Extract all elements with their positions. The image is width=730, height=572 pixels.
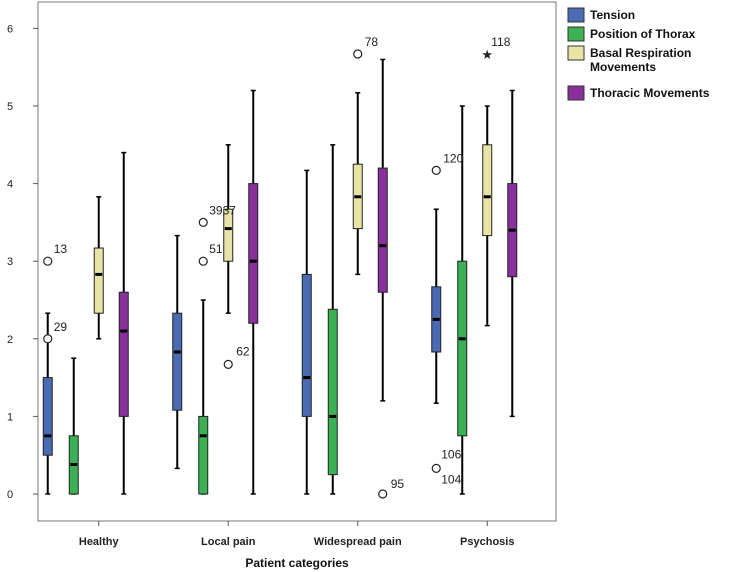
outlier-label: 51 — [209, 242, 223, 256]
outlier-marker — [353, 49, 363, 59]
outlier-marker — [43, 334, 53, 344]
legend-swatch — [567, 7, 585, 23]
box-plot — [93, 196, 104, 340]
box-plot — [301, 169, 312, 495]
box-plot — [172, 234, 183, 470]
category-label: Healthy — [79, 536, 120, 548]
outlier: 104 — [441, 472, 461, 486]
outlier-marker — [43, 256, 53, 266]
outlier: ★118 — [481, 35, 510, 62]
box-plot — [327, 144, 338, 495]
y-tick-label: 3 — [7, 256, 13, 268]
outlier: 62 — [223, 344, 250, 370]
legend: Tension Position of Thorax Basal Respirati… — [567, 7, 710, 101]
box-iqr — [482, 144, 493, 237]
box-iqr — [377, 167, 388, 293]
legend-label: Tension — [590, 8, 635, 22]
legend-label: Basal Respiration Movements — [590, 46, 691, 74]
legend-swatch — [567, 26, 585, 42]
category-label: Psychosis — [460, 536, 514, 548]
legend-item: Position of Thorax — [567, 26, 696, 42]
box-iqr — [223, 208, 234, 262]
legend-swatch — [567, 45, 585, 61]
outlier-marker — [378, 489, 388, 499]
outlier-marker — [431, 165, 441, 176]
y-tick-label: 0 — [7, 489, 13, 501]
plot-area — [37, 1, 557, 522]
box-plot — [377, 58, 388, 402]
box-plot — [482, 105, 493, 327]
y-tick-label: 2 — [7, 334, 13, 346]
y-tick-label: 1 — [7, 411, 13, 423]
outlier-marker — [223, 359, 233, 370]
outlier: 106 — [431, 447, 462, 473]
legend-swatch — [567, 85, 585, 101]
box-iqr — [327, 308, 338, 476]
box-iqr — [118, 291, 129, 417]
box-plot — [507, 89, 518, 418]
category-label: Local pain — [201, 536, 256, 548]
outlier: 51 — [198, 242, 223, 266]
outlier: 3937 — [198, 203, 236, 227]
outlier-label: 118 — [491, 35, 510, 49]
outlier-label: 120 — [443, 151, 463, 165]
legend-label: Thoracic Movements — [590, 86, 710, 100]
outlier-label: 13 — [54, 242, 68, 256]
box-plot — [431, 208, 442, 404]
outlier-label: 104 — [441, 472, 461, 486]
legend-item: Thoracic Movements — [567, 85, 710, 101]
outlier-points: 13 29 3937 51 62 78 95 ★118 120 106 104 — [43, 35, 511, 499]
outlier: 29 — [43, 320, 68, 344]
box-iqr — [93, 247, 104, 314]
x-axis: Healthy Local pain Widespread pain Psychosi… — [79, 521, 514, 548]
box-iqr — [457, 260, 468, 437]
extreme-marker: ★ — [481, 47, 493, 62]
box-series — [42, 58, 518, 495]
outlier-label: 62 — [236, 344, 250, 358]
box-iqr — [42, 377, 53, 456]
box-plot — [42, 312, 53, 495]
box-plot — [118, 151, 129, 495]
outlier-label: 106 — [441, 447, 461, 461]
y-tick-label: 5 — [7, 101, 13, 113]
outlier-marker — [198, 256, 208, 266]
box-iqr — [198, 415, 209, 495]
box-plot — [248, 89, 259, 495]
y-tick-label: 6 — [7, 23, 13, 35]
outlier-label: 95 — [391, 477, 405, 491]
outlier-label: 3937 — [209, 203, 236, 217]
outlier: 95 — [378, 477, 405, 499]
outlier: 120 — [431, 151, 464, 176]
outlier-label: 78 — [365, 35, 379, 49]
box-plot — [198, 299, 209, 495]
category-label: Widespread pain — [314, 536, 402, 548]
outlier-marker — [198, 217, 208, 227]
x-axis-label: Patient categories — [245, 556, 349, 570]
box-iqr — [301, 273, 312, 417]
legend-item: Basal Respiration Movements — [567, 45, 691, 74]
box-plot — [68, 357, 79, 495]
outlier: 78 — [353, 35, 379, 59]
box-plot — [352, 92, 363, 276]
y-axis: 0 1 2 3 4 5 6 — [7, 23, 38, 501]
outlier-marker — [431, 463, 441, 473]
box-iqr — [248, 183, 259, 324]
outlier-label: 29 — [54, 320, 68, 334]
box-plot — [457, 105, 468, 495]
box-iqr — [172, 312, 183, 411]
box-plot — [223, 144, 234, 314]
legend-item: Tension — [567, 7, 635, 23]
legend-label: Position of Thorax — [590, 27, 696, 41]
outlier: 13 — [43, 242, 68, 266]
y-tick-label: 4 — [7, 179, 13, 191]
